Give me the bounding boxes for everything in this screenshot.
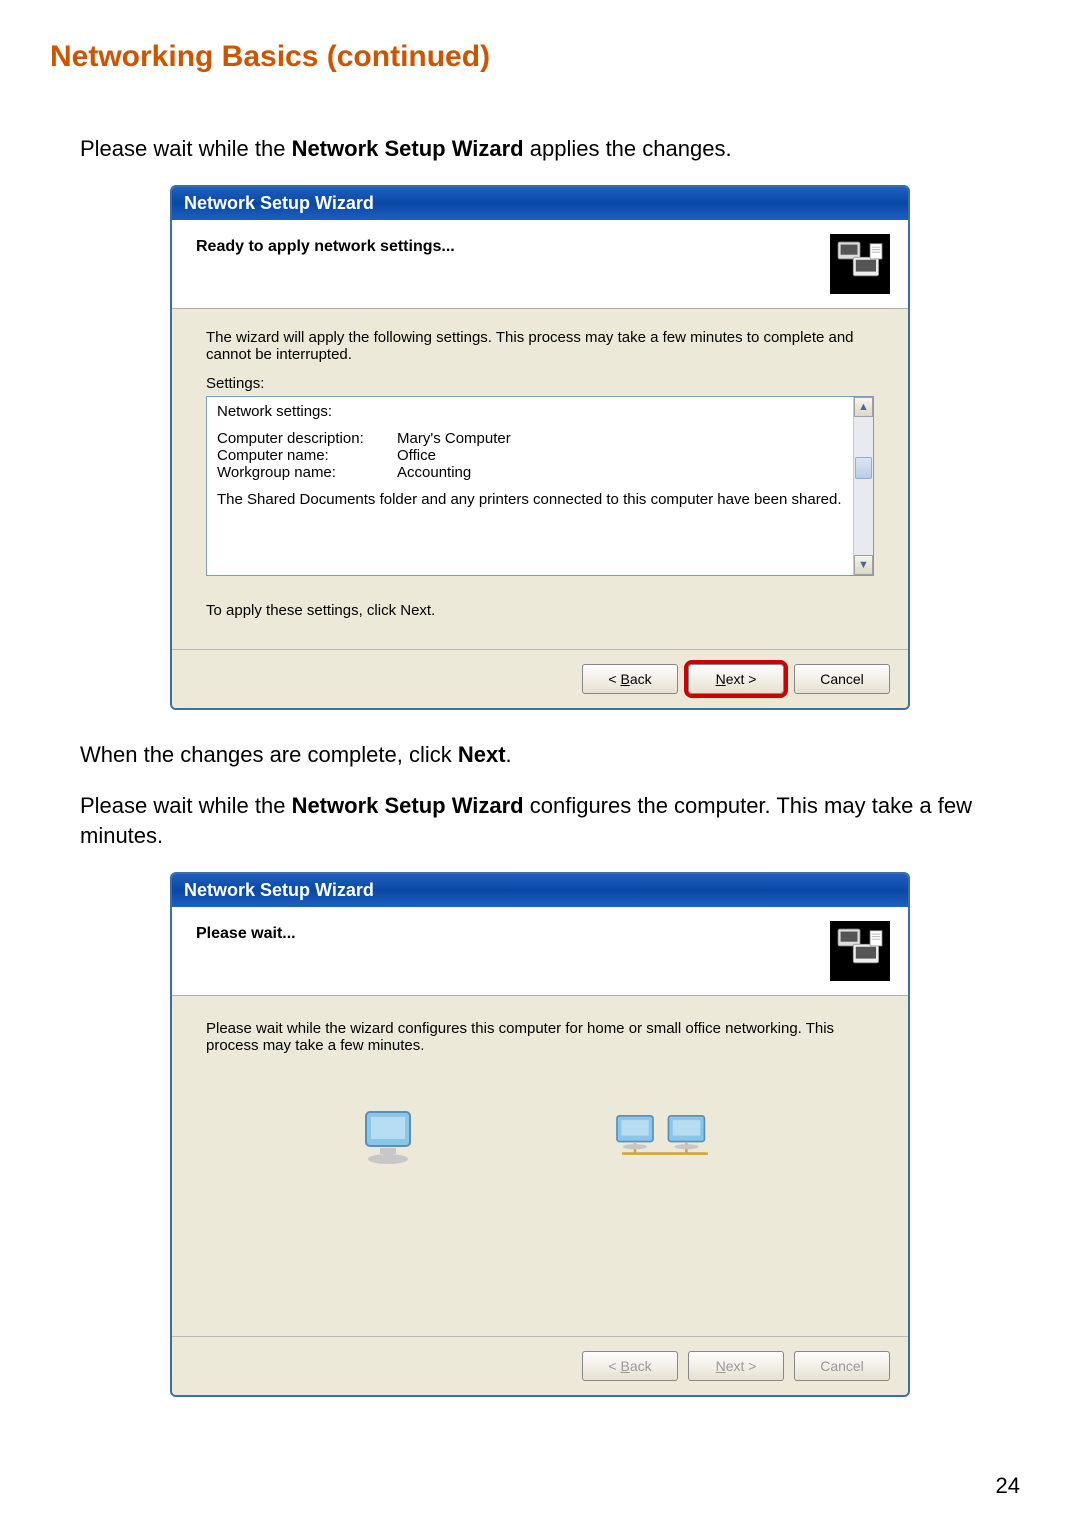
instruction-1: Please wait while the Network Setup Wiza… [80,134,1030,165]
settings-listbox: Network settings: Computer description: … [206,396,874,576]
dialog-header: Please wait... [172,907,908,996]
row-description: Computer description: Mary's Computer [217,430,843,447]
computers-document-icon [830,921,890,981]
instruction-2: When the changes are complete, click Nex… [80,740,1030,771]
button-row: < Back Next > Cancel [172,649,908,708]
row-workgroup: Workgroup name: Accounting [217,464,843,481]
text: . [506,742,512,767]
dialog-header-text: Please wait... [196,921,296,943]
titlebar: Network Setup Wizard [172,874,908,907]
page-number: 24 [996,1473,1020,1499]
dialog-body: Please wait while the wizard configures … [172,996,908,1336]
value: Office [397,447,436,464]
cancel-button: Cancel [794,1351,890,1381]
body-text: Please wait while the wizard configures … [206,1020,874,1054]
network-computers-icon [605,1104,725,1178]
back-button: < Back [582,1351,678,1381]
bold: Network Setup Wizard [292,136,524,161]
apply-hint: To apply these settings, click Next. [206,602,874,619]
body-text: The wizard will apply the following sett… [206,329,874,363]
network-wizard-dialog-2: Network Setup Wizard Please wait... Plea… [170,872,910,1397]
next-button[interactable]: Next > [688,664,784,694]
text: When the changes are complete, click [80,742,458,767]
bold: Network Setup Wizard [292,793,524,818]
network-wizard-dialog-1: Network Setup Wizard Ready to apply netw… [170,185,910,710]
page-title: Networking Basics (continued) [50,40,1030,74]
label: Workgroup name: [217,464,397,481]
back-button[interactable]: < Back [582,664,678,694]
shared-text: The Shared Documents folder and any prin… [217,491,843,508]
value: Accounting [397,464,471,481]
settings-header: Network settings: [217,403,843,420]
cancel-button[interactable]: Cancel [794,664,890,694]
next-button: Next > [688,1351,784,1381]
titlebar: Network Setup Wizard [172,187,908,220]
animation-row [206,1104,874,1178]
value: Mary's Computer [397,430,511,447]
scroll-track[interactable] [854,417,873,555]
monitor-icon [356,1104,426,1178]
scrollbar[interactable]: ▲ ▼ [853,397,873,575]
row-computer-name: Computer name: Office [217,447,843,464]
settings-content: Network settings: Computer description: … [207,397,853,575]
label: Computer description: [217,430,397,447]
bold: Next [458,742,506,767]
label: Computer name: [217,447,397,464]
dialog-body: The wizard will apply the following sett… [172,309,908,649]
dialog-header: Ready to apply network settings... [172,220,908,309]
computers-document-icon [830,234,890,294]
text: Please wait while the [80,136,292,161]
button-row: < Back Next > Cancel [172,1336,908,1395]
dialog-header-text: Ready to apply network settings... [196,234,455,256]
instruction-3: Please wait while the Network Setup Wiza… [80,791,1030,853]
scroll-down-icon[interactable]: ▼ [854,555,873,575]
scroll-up-icon[interactable]: ▲ [854,397,873,417]
text: applies the changes. [524,136,732,161]
scroll-thumb[interactable] [855,457,872,479]
settings-label: Settings: [206,375,874,392]
text: Please wait while the [80,793,292,818]
